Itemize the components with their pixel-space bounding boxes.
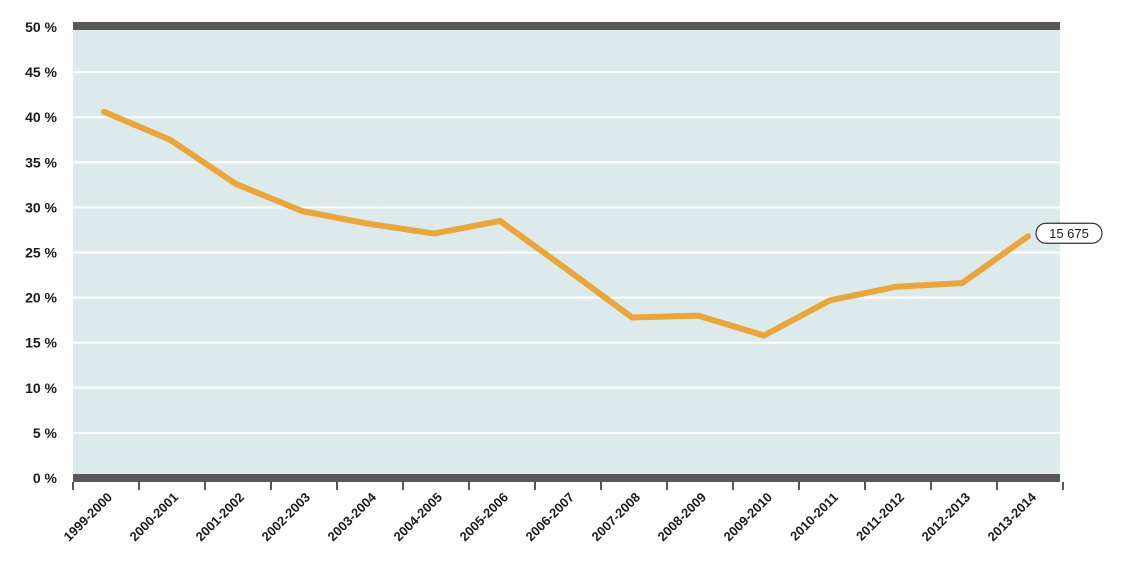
y-axis: 0 % 5 % 10 % 15 % 20 % 25 % 30 % 35 % 40 % 45 % 50… (25, 19, 57, 486)
x-tick-label: 2006-2007 (523, 490, 578, 545)
bottom-frame-bar (73, 474, 1060, 482)
y-tick-label: 0 % (33, 470, 58, 486)
x-tick-label: 2008-2009 (655, 490, 710, 545)
x-tick-label: 2002-2003 (259, 490, 314, 545)
y-tick-label: 25 % (25, 245, 57, 261)
x-tick-label: 2003-2004 (325, 489, 380, 544)
x-tick-label: 2011-2012 (853, 490, 907, 544)
x-tick-label: 1999-2000 (61, 490, 116, 545)
value-annotation: 15 675 (1035, 222, 1103, 244)
y-tick-label: 5 % (33, 425, 58, 441)
y-tick-label: 20 % (25, 290, 57, 306)
x-tick-label: 2005-2006 (457, 490, 512, 545)
y-tick-label: 30 % (25, 199, 57, 215)
series-line (101, 108, 1031, 339)
x-tick-label: 2001-2002 (193, 490, 248, 545)
y-tick-label: 15 % (25, 335, 57, 351)
x-axis: 1999-2000 2000-2001 2001-2002 2002-2003 2003… (61, 482, 1064, 545)
annotation-box (1035, 222, 1103, 244)
y-tick-label: 40 % (25, 109, 57, 125)
annotation-label: 15 675 (1049, 226, 1089, 241)
x-tick-label: 2009-2010 (721, 490, 776, 545)
x-tick-label: 2007-2008 (589, 490, 644, 545)
y-tick-label: 10 % (25, 380, 57, 396)
gridlines (73, 71, 1060, 434)
x-tick-label: 2012-2013 (919, 490, 974, 545)
top-frame-bar (73, 22, 1060, 30)
y-tick-label: 50 % (25, 19, 57, 35)
y-tick-label: 45 % (25, 64, 57, 80)
x-tick-label: 2010-2011 (787, 490, 841, 544)
x-tick-label: 2000-2001 (127, 490, 182, 545)
y-tick-label: 35 % (25, 154, 57, 170)
x-tick-label: 2013-2014 (985, 489, 1040, 544)
x-tick-label: 2004-2005 (391, 490, 446, 545)
